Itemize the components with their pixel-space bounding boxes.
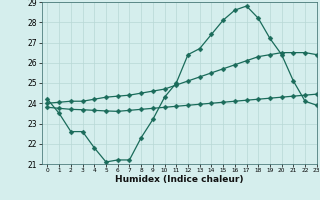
X-axis label: Humidex (Indice chaleur): Humidex (Indice chaleur) (115, 175, 244, 184)
